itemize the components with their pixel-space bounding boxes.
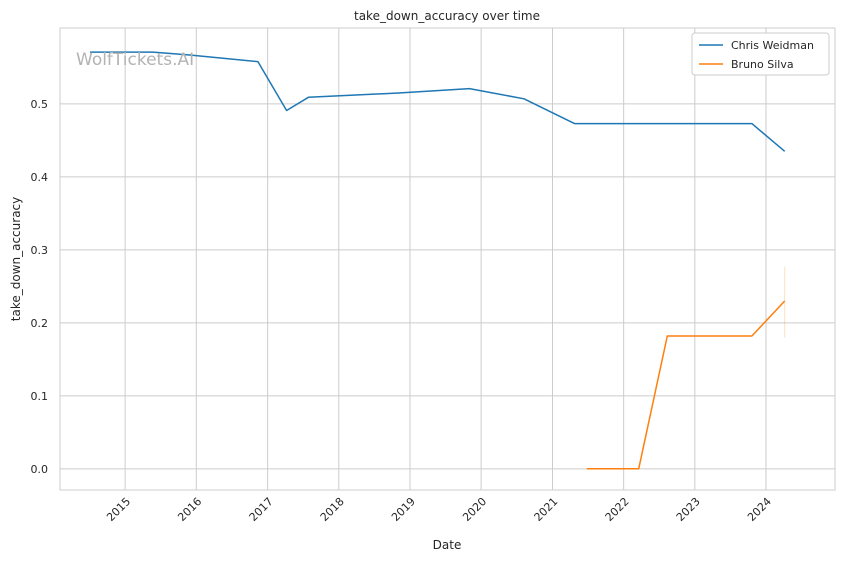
data-point-chris-weidman bbox=[256, 60, 260, 64]
y-tick-label: 0.2 bbox=[31, 317, 49, 330]
x-tick-label: 2024 bbox=[745, 495, 774, 524]
x-axis-label: Date bbox=[433, 538, 462, 552]
x-tick-label: 2017 bbox=[247, 495, 276, 524]
data-point-bruno-silva bbox=[783, 299, 787, 303]
legend-box bbox=[691, 32, 830, 76]
legend-label-bruno-silva: Bruno Silva bbox=[731, 58, 794, 71]
data-point-bruno-silva bbox=[585, 467, 589, 471]
x-tick-label: 2023 bbox=[674, 495, 703, 524]
y-tick-label: 0.0 bbox=[31, 463, 49, 476]
data-point-chris-weidman bbox=[783, 149, 787, 153]
data-point-chris-weidman bbox=[750, 122, 754, 126]
data-point-bruno-silva bbox=[750, 334, 754, 338]
data-point-chris-weidman bbox=[467, 87, 471, 91]
legend: Chris Weidman Bruno Silva bbox=[691, 32, 830, 76]
grid bbox=[60, 28, 835, 490]
y-tick-label: 0.4 bbox=[31, 171, 49, 184]
plot-area bbox=[59, 27, 836, 491]
legend-label-chris-weidman: Chris Weidman bbox=[731, 39, 814, 52]
y-axis-label: take_down_accuracy bbox=[9, 197, 23, 321]
data-point-chris-weidman bbox=[285, 108, 289, 112]
data-point-chris-weidman bbox=[573, 122, 577, 126]
data-point-chris-weidman bbox=[522, 97, 526, 101]
data-point-chris-weidman bbox=[306, 95, 310, 99]
x-tick-label: 2021 bbox=[532, 495, 561, 524]
series-layer bbox=[90, 51, 787, 471]
x-tick-label: 2019 bbox=[389, 495, 418, 524]
y-axis-ticks: 0.0 0.1 0.2 0.3 0.4 0.5 bbox=[31, 98, 49, 476]
series-line-bruno-silva bbox=[586, 300, 786, 470]
x-tick-label: 2020 bbox=[460, 495, 489, 524]
data-point-bruno-silva bbox=[665, 334, 669, 338]
x-tick-label: 2022 bbox=[603, 495, 632, 524]
y-tick-label: 0.1 bbox=[31, 390, 49, 403]
x-tick-label: 2016 bbox=[175, 495, 204, 524]
x-tick-label: 2015 bbox=[104, 495, 133, 524]
data-point-chris-weidman bbox=[396, 91, 400, 95]
watermark: WolfTickets.AI bbox=[76, 50, 194, 70]
series-line-chris-weidman bbox=[90, 51, 786, 152]
chart-title: take_down_accuracy over time bbox=[354, 9, 540, 23]
x-axis-ticks: 2015 2016 2017 2018 2019 2020 2021 2022 2023 2024 bbox=[104, 495, 774, 524]
data-point-bruno-silva bbox=[637, 467, 641, 471]
x-tick-label: 2018 bbox=[318, 495, 347, 524]
y-tick-label: 0.5 bbox=[31, 98, 49, 111]
y-tick-label: 0.3 bbox=[31, 244, 49, 257]
